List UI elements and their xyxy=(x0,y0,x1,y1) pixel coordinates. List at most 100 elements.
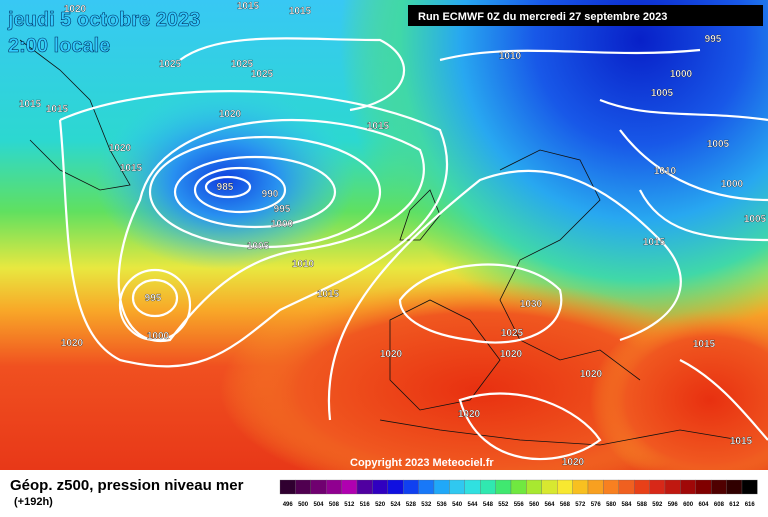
colorbar-swatch xyxy=(726,479,743,495)
colorbar-swatch xyxy=(634,479,650,495)
isobar-label: 1015 xyxy=(643,237,666,248)
run-box xyxy=(408,5,763,26)
colorbar-swatch xyxy=(418,479,435,495)
colorbar-label: 508 xyxy=(329,502,340,508)
colorbar-swatch xyxy=(433,479,450,495)
colorbar-swatch xyxy=(356,479,373,495)
isobar-label: 1020 xyxy=(109,143,132,154)
colorbar-swatch xyxy=(711,479,727,495)
colorbar-label: 512 xyxy=(344,502,355,508)
isobar-label: 1020 xyxy=(64,4,87,15)
colorbar-swatch xyxy=(464,479,481,495)
colorbar-swatch xyxy=(510,479,527,495)
isobar-label: 1030 xyxy=(520,299,543,310)
colorbar-label: 516 xyxy=(360,502,371,508)
isobar-label: 1005 xyxy=(744,214,767,225)
colorbar-swatch xyxy=(541,479,558,495)
colorbar-label: 496 xyxy=(283,502,294,508)
isobar-label: 1025 xyxy=(159,59,182,70)
lead-time: (+192h) xyxy=(14,496,53,508)
isobar-label: 1025 xyxy=(501,328,524,339)
colorbar-label: 568 xyxy=(560,502,571,508)
date: jeudi 5 octobre 2023 xyxy=(7,9,200,31)
colorbar-swatch xyxy=(572,479,589,495)
isobar-label: 1010 xyxy=(292,259,315,270)
isobar-label: 1000 xyxy=(147,331,170,342)
isobars xyxy=(58,37,768,461)
isobar-label: 1020 xyxy=(458,409,481,420)
colorbar-label: 564 xyxy=(544,502,555,508)
isobar-label: 1015 xyxy=(19,99,42,110)
colorbar-label: 500 xyxy=(298,502,309,508)
colorbar-label: 532 xyxy=(421,502,432,508)
isobar-label: 1010 xyxy=(499,51,522,62)
field xyxy=(0,0,768,500)
colorbar-label: 552 xyxy=(498,502,509,508)
isobar-label: 1020 xyxy=(219,109,242,120)
isobar-label: 1000 xyxy=(271,219,294,230)
colorbar-label: 556 xyxy=(514,502,525,508)
isobar-label: 1000 xyxy=(721,179,744,190)
isobar-label: 1005 xyxy=(247,241,270,252)
colorbar-label: 504 xyxy=(313,502,324,508)
isobar-label: 1025 xyxy=(251,69,274,80)
colorbar-swatch xyxy=(295,479,311,495)
isobar-label: 1020 xyxy=(380,349,403,360)
colorbar-swatch xyxy=(279,479,296,495)
colorbar-swatch xyxy=(603,479,619,495)
isobar-label: 995 xyxy=(705,34,722,45)
isobar-label: 1020 xyxy=(61,338,84,349)
colorbar-swatch xyxy=(387,479,404,495)
isobar-label: 1020 xyxy=(580,369,603,380)
colorbar-swatch xyxy=(526,479,542,495)
coastlines xyxy=(19,39,741,446)
time: 2:00 locale xyxy=(8,35,110,57)
colorbar-swatch xyxy=(341,479,358,495)
legend-title: Géop. z500, pression niveau mer xyxy=(10,477,244,494)
isobar-label: 1025 xyxy=(231,59,254,70)
colorbar-swatch xyxy=(310,479,327,495)
colorbar-label: 616 xyxy=(745,502,756,508)
colorbar-label: 524 xyxy=(390,502,401,508)
isobar-label: 1015 xyxy=(120,163,143,174)
colorbar-swatch xyxy=(649,479,666,495)
colorbar-label: 528 xyxy=(406,502,417,508)
colorbar-label: 604 xyxy=(698,502,709,508)
colorbar-label: 592 xyxy=(652,502,663,508)
copyright: Copyright 2023 Meteociel.fr xyxy=(350,457,494,469)
colorbar-swatch xyxy=(495,479,512,495)
isobar-label: 995 xyxy=(274,204,291,215)
colorbar-swatch xyxy=(403,479,419,495)
isobar-label: 1015 xyxy=(46,104,69,115)
colorbar-label: 572 xyxy=(575,502,586,508)
isobar-label: 1015 xyxy=(693,339,716,350)
colorbar-swatch xyxy=(372,479,388,495)
colorbar-label: 600 xyxy=(683,502,694,508)
colorbar-label: 596 xyxy=(668,502,679,508)
colorbar-swatch xyxy=(326,479,342,495)
colorbar-label: 540 xyxy=(452,502,463,508)
colorbar-label: 560 xyxy=(529,502,540,508)
isobar-label: 1005 xyxy=(707,139,730,150)
isobar-label: 1020 xyxy=(500,349,523,360)
isobar-label: 1010 xyxy=(654,166,677,177)
colorbar-swatch xyxy=(587,479,604,495)
isobar-label: 1015 xyxy=(730,436,753,447)
colorbar-swatch xyxy=(618,479,635,495)
isobar-label: 1015 xyxy=(317,289,340,300)
colorbar-label: 536 xyxy=(437,502,448,508)
colorbar-label: 584 xyxy=(621,502,632,508)
colorbar-swatch xyxy=(557,479,573,495)
colorbar-label: 576 xyxy=(591,502,602,508)
colorbar-swatch xyxy=(664,479,681,495)
colorbar: 496 500 504 508 512 516 520 524 528 532 536 540 544 5… xyxy=(279,479,758,508)
colorbar-label: 612 xyxy=(729,502,740,508)
isobar-label: 990 xyxy=(262,189,279,200)
run-label: Run ECMWF 0Z du mercredi 27 septembre 20… xyxy=(418,11,667,23)
colorbar-swatch xyxy=(449,479,465,495)
isobar-label: 1015 xyxy=(289,6,312,17)
colorbar-swatch xyxy=(741,479,758,495)
colorbar-swatch xyxy=(480,479,496,495)
